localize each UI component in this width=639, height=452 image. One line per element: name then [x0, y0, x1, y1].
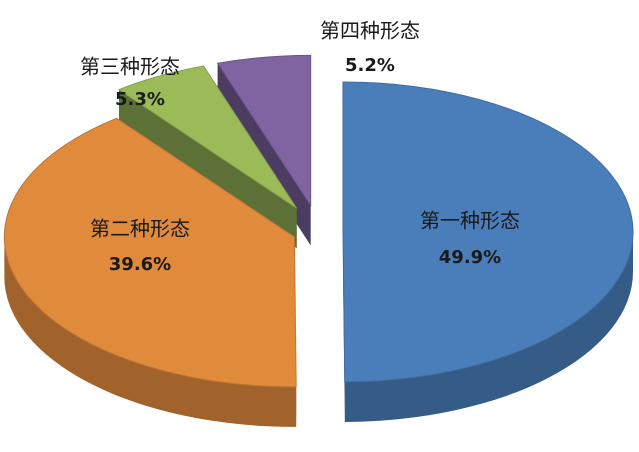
slice-side	[344, 231, 633, 422]
slice	[342, 81, 634, 383]
slice-name: 第三种形态	[80, 55, 180, 79]
slice-label: 5.2%	[345, 55, 395, 76]
slice-label: 39.6%	[109, 254, 171, 275]
slice-name: 第二种形态	[90, 217, 190, 241]
slice	[3, 117, 297, 388]
slice-label: 49.9%	[439, 247, 501, 268]
slice-side	[4, 236, 297, 427]
slice-name: 第一种形态	[420, 209, 520, 233]
slice-label: 5.3%	[115, 89, 165, 110]
slice	[117, 65, 298, 209]
slice-name: 第四种形态	[320, 19, 420, 43]
slice	[216, 54, 312, 208]
